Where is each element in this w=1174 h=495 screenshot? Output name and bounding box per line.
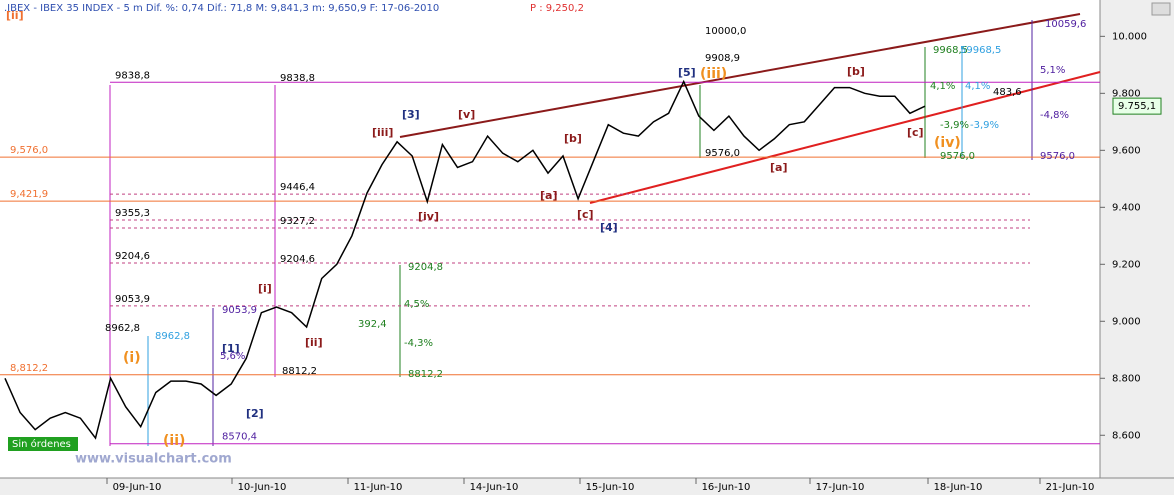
wave-label: [c] xyxy=(577,208,594,221)
annotation: 4,5% xyxy=(404,299,429,310)
x-tick-label: 10-Jun-10 xyxy=(238,482,287,493)
annotation: 392,4 xyxy=(358,319,387,330)
annotation: 9968,5 xyxy=(933,45,968,56)
price-axis xyxy=(1100,0,1174,495)
annotation: -4,8% xyxy=(1040,110,1069,121)
x-tick-label: 09-Jun-10 xyxy=(113,482,162,493)
x-tick-label: 17-Jun-10 xyxy=(816,482,865,493)
watermark: www.visualchart.com xyxy=(75,452,232,467)
y-tick-label: 9.800 xyxy=(1112,88,1141,99)
annotation: 59968,5 xyxy=(960,45,1001,56)
x-tick-label: 15-Jun-10 xyxy=(586,482,635,493)
level-label: 9838,8 xyxy=(115,70,150,81)
wave-label: [ii] xyxy=(6,9,24,22)
level-label: 8570,4 xyxy=(222,432,257,443)
annotation: 10059,6 xyxy=(1045,19,1086,30)
header-price: P : 9,250,2 xyxy=(530,3,584,14)
level-label: 9204,6 xyxy=(115,251,150,262)
y-tick-label: 8.800 xyxy=(1112,373,1141,384)
wave-label: [iii] xyxy=(372,126,393,139)
wave-label: [iv] xyxy=(418,210,439,223)
level-label: 9,421,9 xyxy=(10,189,48,200)
last-price: 9.755,1 xyxy=(1118,101,1156,112)
badge-box xyxy=(8,437,78,451)
x-tick-label: 16-Jun-10 xyxy=(702,482,751,493)
annotation: 9576,0 xyxy=(705,148,740,159)
y-tick-label: 9.400 xyxy=(1112,202,1141,213)
wave-label: [4] xyxy=(600,221,618,234)
wave-label: [i] xyxy=(258,282,272,295)
y-tick-label: 9.600 xyxy=(1112,145,1141,156)
annotation: -4,3% xyxy=(404,338,433,349)
annotation: 8962,8 xyxy=(105,323,140,334)
annotation: 8812,2 xyxy=(408,369,443,380)
level-label: 9446,4 xyxy=(280,182,315,193)
annotation: 9204,6 xyxy=(280,254,315,265)
annotation: 8962,8 xyxy=(155,331,190,342)
x-tick-label: 11-Jun-10 xyxy=(354,482,403,493)
y-tick-label: 10.000 xyxy=(1112,31,1147,42)
header: .IBEX - IBEX 35 INDEX - 5 m Dif. %: 0,74… xyxy=(4,3,439,14)
wave-label: [5] xyxy=(678,66,696,79)
level-label: 9327,2 xyxy=(280,216,315,227)
annotation: 9576,0 xyxy=(1040,151,1075,162)
y-tick-label: 9.200 xyxy=(1112,259,1141,270)
trendline xyxy=(399,13,1081,138)
annotation: -3,9% xyxy=(970,120,999,131)
wave-label: [2] xyxy=(246,407,264,420)
level-label: 9,576,0 xyxy=(10,145,48,156)
trendline xyxy=(589,71,1101,204)
wave-label: (ii) xyxy=(163,433,185,449)
annotation: 9204,8 xyxy=(408,262,443,273)
x-tick-label: 21-Jun-10 xyxy=(1046,482,1095,493)
wave-label: (iii) xyxy=(700,66,727,82)
annotation: 5,1% xyxy=(1040,65,1065,76)
wave-label: [b] xyxy=(564,132,582,145)
wave-label: [1] xyxy=(222,342,240,355)
wave-label: (iv) xyxy=(934,135,961,151)
y-tick-label: 8.600 xyxy=(1112,430,1141,441)
level-label: 8,812,2 xyxy=(10,363,48,374)
level-label: 9053,9 xyxy=(115,294,150,305)
annotation: 5,6% xyxy=(220,351,245,362)
annotation: 9838,8 xyxy=(280,73,315,84)
wave-label: (i) xyxy=(123,350,141,366)
annotation: 10000,0 xyxy=(705,26,746,37)
annotation: -3,9% xyxy=(940,120,969,131)
wave-label: [a] xyxy=(770,161,787,174)
annotation: 9576,0 xyxy=(940,151,975,162)
annotation: 4,1% xyxy=(965,81,990,92)
wave-label: [ii] xyxy=(305,336,323,349)
wave-label: [b] xyxy=(847,65,865,78)
last-price-box xyxy=(1112,97,1162,115)
price-line xyxy=(4,79,926,440)
wave-label: [v] xyxy=(458,108,475,121)
wave-label: [c] xyxy=(907,126,924,139)
annotation: 483,6 xyxy=(993,87,1022,98)
annotation: 8812,2 xyxy=(282,366,317,377)
time-axis xyxy=(0,478,1174,495)
x-tick-label: 18-Jun-10 xyxy=(934,482,983,493)
wave-label: [3] xyxy=(402,108,420,121)
annotation: 9908,9 xyxy=(705,53,740,64)
x-tick-label: 14-Jun-10 xyxy=(470,482,519,493)
annotation: 9053,9 xyxy=(222,305,257,316)
badge: Sin órdenes xyxy=(12,438,71,450)
annotation: 4,1% xyxy=(930,81,955,92)
level-label: 9355,3 xyxy=(115,208,150,219)
window-button[interactable] xyxy=(1151,2,1171,16)
y-tick-label: 9.000 xyxy=(1112,316,1141,327)
wave-label: [a] xyxy=(540,189,557,202)
